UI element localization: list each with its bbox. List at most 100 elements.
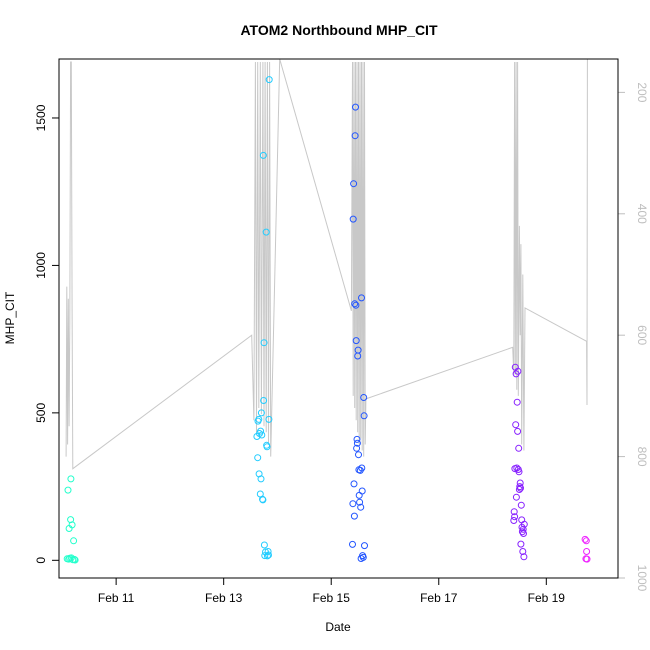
data-point <box>519 548 527 555</box>
data-point <box>510 517 518 524</box>
data-point <box>351 132 359 140</box>
y-axis-label: MHP_CIT <box>3 291 17 344</box>
data-point <box>260 541 268 549</box>
y2-tick-label: 400 <box>635 204 649 224</box>
data-point <box>360 412 368 420</box>
data-point <box>349 500 357 508</box>
data-point <box>353 435 361 443</box>
data-point <box>255 415 263 423</box>
data-point <box>352 301 360 309</box>
data-point <box>519 525 527 533</box>
data-point <box>520 520 528 528</box>
data-point <box>265 551 272 559</box>
data-point <box>260 397 268 404</box>
plot-frame <box>58 58 619 579</box>
data-point <box>516 479 524 487</box>
data-point <box>254 454 262 462</box>
data-point <box>265 415 273 423</box>
data-point <box>520 553 528 561</box>
data-point <box>511 513 519 521</box>
data-point <box>352 103 359 111</box>
data-point <box>355 491 363 499</box>
data-point <box>264 548 272 555</box>
data-point <box>70 537 78 545</box>
data-point <box>361 542 368 550</box>
data-point <box>71 556 79 564</box>
data-point <box>257 475 265 483</box>
data-point <box>512 421 520 429</box>
data-point <box>517 540 525 548</box>
x-axis-label: Date <box>325 620 351 634</box>
data-point <box>353 439 361 447</box>
data-point <box>355 451 362 459</box>
data-point <box>358 464 366 472</box>
y-axis-right: 200 400 600 800 1000 <box>617 82 649 592</box>
data-point <box>514 367 522 375</box>
line-layer <box>65 59 588 470</box>
x-tick-label: Feb 11 <box>98 591 135 605</box>
data-point <box>358 487 366 495</box>
data-point <box>258 431 266 439</box>
x-tick-label: Feb 15 <box>313 591 351 605</box>
x-tick-label: Feb 17 <box>420 591 458 605</box>
data-point <box>510 508 518 516</box>
data-point <box>583 555 591 563</box>
data-point <box>350 480 358 488</box>
data-point <box>353 444 361 452</box>
data-point <box>360 394 368 401</box>
data-point <box>68 521 76 529</box>
y-tick-label: 1500 <box>34 104 48 131</box>
data-point <box>257 427 265 435</box>
data-point <box>513 464 521 472</box>
data-point <box>352 337 360 345</box>
depth-line <box>65 59 588 470</box>
y2-tick-label: 1000 <box>635 565 649 592</box>
data-point <box>354 346 362 354</box>
y-axis-left: 0 500 1000 1500 <box>34 104 60 564</box>
data-point <box>359 553 367 561</box>
data-point <box>265 76 273 84</box>
data-point <box>263 552 271 560</box>
data-point <box>260 339 268 347</box>
y2-tick-label: 600 <box>635 325 649 345</box>
data-point <box>357 503 365 511</box>
data-point <box>350 512 358 520</box>
data-point <box>513 398 521 406</box>
data-point <box>349 215 357 223</box>
y-tick-label: 500 <box>34 403 48 423</box>
y-tick-label: 0 <box>34 557 48 564</box>
data-point <box>583 548 591 555</box>
data-point <box>259 496 267 504</box>
data-point <box>70 555 78 563</box>
points-layer <box>63 76 591 564</box>
data-point <box>350 180 358 188</box>
data-point <box>512 493 520 501</box>
x-tick-label: Feb 13 <box>205 591 243 605</box>
data-point <box>515 486 523 493</box>
data-point <box>582 537 590 545</box>
data-point <box>517 484 524 492</box>
data-point <box>262 228 270 236</box>
y-tick-label: 1000 <box>34 252 48 279</box>
x-tick-label: Feb 19 <box>528 591 566 605</box>
x-axis: Feb 11 Feb 13 Feb 15 Feb 17 Feb 19 <box>98 577 566 605</box>
data-point <box>517 501 525 509</box>
data-point <box>514 427 522 435</box>
y2-tick-label: 800 <box>635 447 649 467</box>
data-point <box>259 151 267 159</box>
data-point <box>349 540 356 548</box>
data-point <box>515 468 523 476</box>
data-point <box>257 409 265 417</box>
data-point <box>67 475 75 483</box>
chart-title: ATOM2 Northbound MHP_CIT <box>240 22 437 38</box>
data-point <box>263 443 271 451</box>
data-point <box>356 498 364 506</box>
data-point <box>581 535 589 543</box>
data-point <box>64 486 72 494</box>
data-point <box>520 530 527 537</box>
y2-tick-label: 200 <box>635 82 649 102</box>
data-point <box>358 294 365 302</box>
data-point <box>515 444 523 452</box>
data-point <box>351 300 359 308</box>
